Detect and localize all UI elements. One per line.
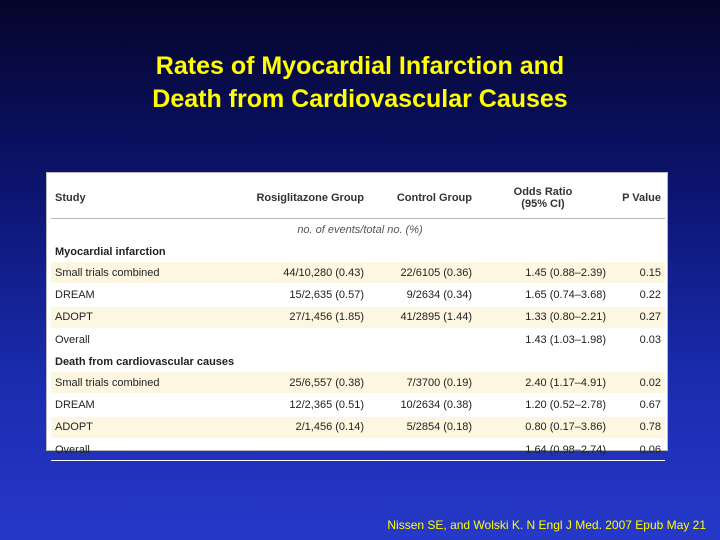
header-study: Study: [51, 178, 244, 219]
cell-rosiglitazone: [244, 438, 368, 462]
table-row: ADOPT 2/1,456 (0.14) 5/2854 (0.18) 0.80 …: [51, 416, 665, 440]
cell-p-value: 0.06: [610, 438, 665, 462]
cell-study: Overall: [51, 328, 244, 352]
cell-control: 7/3700 (0.19): [368, 372, 476, 395]
cell-odds-ratio: 1.45 (0.88–2.39): [476, 262, 610, 285]
cell-p-value: 0.67: [610, 393, 665, 417]
table-row: DREAM 12/2,365 (0.51) 10/2634 (0.38) 1.2…: [51, 393, 665, 417]
cell-rosiglitazone: 12/2,365 (0.51): [244, 393, 368, 417]
cell-study: Small trials combined: [51, 262, 244, 285]
table-row: Overall 1.43 (1.03–1.98) 0.03: [51, 328, 665, 352]
units-note: no. of events/total no. (%): [297, 224, 423, 236]
cell-odds-ratio: 1.20 (0.52–2.78): [476, 393, 610, 417]
header-p-value: P Value: [610, 178, 665, 219]
cell-odds-ratio: 2.40 (1.17–4.91): [476, 372, 610, 395]
header-odds-ratio: Odds Ratio (95% CI): [476, 178, 610, 219]
cell-p-value: 0.15: [610, 262, 665, 285]
header-rosiglitazone: Rosiglitazone Group: [244, 178, 368, 219]
cell-rosiglitazone: [244, 328, 368, 352]
cell-rosiglitazone: 2/1,456 (0.14): [244, 416, 368, 440]
cell-study: DREAM: [51, 393, 244, 417]
cell-odds-ratio: 0.80 (0.17–3.86): [476, 416, 610, 440]
cell-odds-ratio: 1.33 (0.80–2.21): [476, 306, 610, 329]
cell-control: 10/2634 (0.38): [368, 393, 476, 417]
table-row: DREAM 15/2,635 (0.57) 9/2634 (0.34) 1.65…: [51, 283, 665, 307]
section-label: Myocardial infarction: [55, 245, 166, 258]
header-control: Control Group: [368, 178, 476, 219]
cell-study: ADOPT: [51, 416, 244, 440]
cell-odds-ratio: 1.64 (0.98–2.74): [476, 438, 610, 462]
cell-rosiglitazone: 44/10,280 (0.43): [244, 262, 368, 285]
cell-rosiglitazone: 15/2,635 (0.57): [244, 283, 368, 307]
cell-study: ADOPT: [51, 306, 244, 329]
cell-study: Small trials combined: [51, 372, 244, 395]
slide-title-line-2: Death from Cardiovascular Causes: [152, 85, 568, 113]
table-row: ADOPT 27/1,456 (1.85) 41/2895 (1.44) 1.3…: [51, 306, 665, 329]
cell-p-value: 0.02: [610, 372, 665, 395]
cell-control: [368, 328, 476, 352]
cell-p-value: 0.03: [610, 328, 665, 352]
table-row: Overall 1.64 (0.98–2.74) 0.06: [51, 438, 665, 462]
cell-study: Overall: [51, 438, 244, 462]
cell-control: 22/6105 (0.36): [368, 262, 476, 285]
section-row: Myocardial infarction: [51, 241, 665, 262]
table-header-row: Study Rosiglitazone Group Control Group …: [51, 178, 665, 219]
cell-odds-ratio: 1.43 (1.03–1.98): [476, 328, 610, 352]
units-row: no. of events/total no. (%): [51, 219, 665, 242]
cell-control: 41/2895 (1.44): [368, 306, 476, 329]
cell-p-value: 0.27: [610, 306, 665, 329]
cell-odds-ratio: 1.65 (0.74–3.68): [476, 283, 610, 307]
slide-title-line-1: Rates of Myocardial Infarction and: [155, 52, 565, 80]
results-table-panel: Study Rosiglitazone Group Control Group …: [46, 172, 668, 462]
table-row: Small trials combined 25/6,557 (0.38) 7/…: [51, 372, 665, 395]
cell-control: 9/2634 (0.34): [368, 283, 476, 307]
header-odds-ratio-line-1: Odds Ratio: [513, 186, 573, 198]
section-label: Death from cardiovascular causes: [55, 355, 235, 368]
cell-p-value: 0.22: [610, 283, 665, 307]
slide-title: Rates of Myocardial Infarction and Death…: [0, 50, 720, 116]
section-row: Death from cardiovascular causes: [51, 351, 665, 373]
header-odds-ratio-line-2: (95% CI): [521, 198, 565, 210]
cell-p-value: 0.78: [610, 416, 665, 440]
citation: Nissen SE, and Wolski K. N Engl J Med. 2…: [387, 518, 706, 532]
cell-control: 5/2854 (0.18): [368, 416, 476, 440]
cell-study: DREAM: [51, 283, 244, 307]
cell-rosiglitazone: 27/1,456 (1.85): [244, 306, 368, 329]
cell-control: [368, 438, 476, 462]
table-row: Small trials combined 44/10,280 (0.43) 2…: [51, 262, 665, 285]
results-table: Study Rosiglitazone Group Control Group …: [51, 178, 665, 462]
cell-rosiglitazone: 25/6,557 (0.38): [244, 372, 368, 395]
